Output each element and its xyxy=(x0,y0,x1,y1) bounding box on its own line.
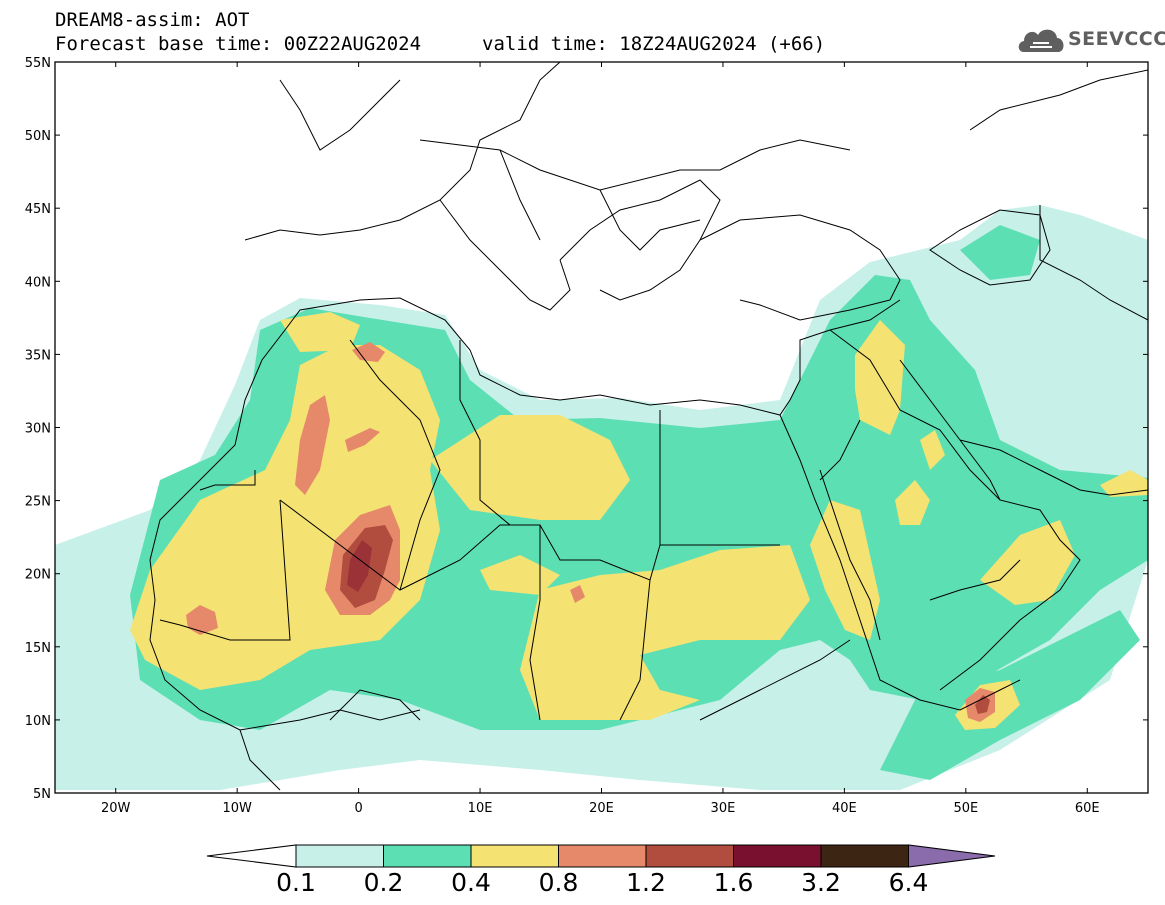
aot-contour-0.8 xyxy=(352,342,385,362)
aot-contour-0.4 xyxy=(520,545,810,720)
forecast-base-time: Forecast base time: 00Z22AUG2024 xyxy=(55,33,422,55)
colorbar-label: 3.2 xyxy=(801,868,841,897)
coastline xyxy=(779,414,1021,711)
border xyxy=(529,525,541,721)
aot-contour-0.4 xyxy=(920,430,945,470)
border xyxy=(279,499,780,591)
aot-contour-1.2 xyxy=(975,695,990,714)
aot-contour-0.4 xyxy=(280,312,360,352)
valid-time: valid time: 18Z24AUG2024 (+66) xyxy=(482,33,826,55)
lat-tick-label: 30N xyxy=(25,422,51,437)
colorbar-segment xyxy=(295,844,384,868)
coastline xyxy=(739,299,891,321)
border xyxy=(819,419,861,481)
border xyxy=(1039,205,1148,321)
border xyxy=(499,149,541,241)
lat-tick-label: 15N xyxy=(25,641,51,656)
coastline xyxy=(959,439,1148,496)
lon-tick-label: 10E xyxy=(468,801,493,816)
map-title: DREAM8-assim: AOT xyxy=(55,9,250,31)
colorbar-over-arrow xyxy=(908,844,996,868)
border xyxy=(329,689,421,721)
colorbar-label: 0.4 xyxy=(451,868,491,897)
lon-tick-label: 50E xyxy=(953,801,978,816)
colorbar-under-arrow xyxy=(206,844,297,868)
colorbar-label: 0.8 xyxy=(538,868,579,897)
aot-field xyxy=(55,205,1148,790)
aot-contour-1.6 xyxy=(347,540,372,592)
colorbar xyxy=(206,844,996,868)
aot-contour-0.4 xyxy=(1100,470,1148,497)
coastline xyxy=(244,62,561,241)
coastline xyxy=(699,214,901,301)
seevccc-logo: SEEVCCC xyxy=(1016,24,1165,58)
coastline xyxy=(969,69,1148,131)
aot-contour-0.8 xyxy=(295,395,330,495)
aot-contour-0.8 xyxy=(570,585,585,603)
aot-contour-0.4 xyxy=(895,480,930,525)
lat-tick-label: 55N xyxy=(25,56,51,71)
colorbar-segment xyxy=(470,844,559,868)
coastlines-borders xyxy=(149,62,1148,791)
aot-contour-0.4 xyxy=(810,500,880,640)
coastline xyxy=(149,297,901,561)
coastline xyxy=(279,79,401,151)
colorbar-label: 1.6 xyxy=(713,868,754,897)
lat-tick-label: 40N xyxy=(25,275,51,290)
lon-tick-label: 0 xyxy=(354,801,362,816)
coastline xyxy=(819,469,881,641)
lat-tick-label: 10N xyxy=(25,714,51,729)
border xyxy=(239,729,281,791)
border xyxy=(199,470,256,491)
coastline xyxy=(439,199,571,311)
axis-ticks xyxy=(55,61,1148,794)
colorbar-segment xyxy=(733,844,822,868)
colorbar-segment xyxy=(820,844,909,868)
lon-tick-label: 20W xyxy=(101,801,131,816)
axis-labels: 20W 10W 0 10E 20E 30E 40E 50E 60E 55N 50N 45N 40N 35N… xyxy=(25,56,1100,816)
colorbar-label: 0.1 xyxy=(276,868,316,897)
border xyxy=(929,559,1021,601)
border xyxy=(419,139,851,191)
aot-contour-0.8 xyxy=(186,605,218,635)
lon-tick-label: 30E xyxy=(711,801,736,816)
border xyxy=(599,189,701,251)
aot-contour-0.4 xyxy=(980,520,1075,605)
colorbar-label: 6.4 xyxy=(888,868,929,897)
lat-tick-label: 50N xyxy=(25,129,51,144)
coastline xyxy=(899,359,1081,691)
coastline xyxy=(149,559,421,731)
aot-contour-0.2 xyxy=(960,225,1040,280)
coastline xyxy=(929,209,1051,286)
lat-tick-label: 20N xyxy=(25,568,51,583)
lon-tick-label: 20E xyxy=(589,801,614,816)
coastline xyxy=(559,179,721,301)
lon-tick-label: 40E xyxy=(832,801,857,816)
colorbar-segment xyxy=(383,844,472,868)
colorbar-label: 0.2 xyxy=(363,868,404,897)
lon-tick-label: 10W xyxy=(222,801,252,816)
colorbar-segment xyxy=(558,844,647,868)
border xyxy=(829,329,1001,501)
border xyxy=(159,499,291,641)
border xyxy=(459,340,511,526)
cloud-icon xyxy=(1018,29,1064,52)
lat-tick-label: 25N xyxy=(25,495,51,510)
aot-contour-0.8 xyxy=(345,428,380,452)
lat-tick-label: 5N xyxy=(33,787,51,802)
lat-tick-label: 45N xyxy=(25,202,51,217)
lon-tick-label: 60E xyxy=(1075,801,1100,816)
logo-text: SEEVCCC xyxy=(1068,28,1165,50)
colorbar-segment xyxy=(645,844,734,868)
border xyxy=(619,579,651,721)
border xyxy=(349,339,441,591)
colorbar-label: 1.2 xyxy=(626,868,666,897)
border xyxy=(699,639,851,721)
lat-tick-label: 35N xyxy=(25,348,51,363)
